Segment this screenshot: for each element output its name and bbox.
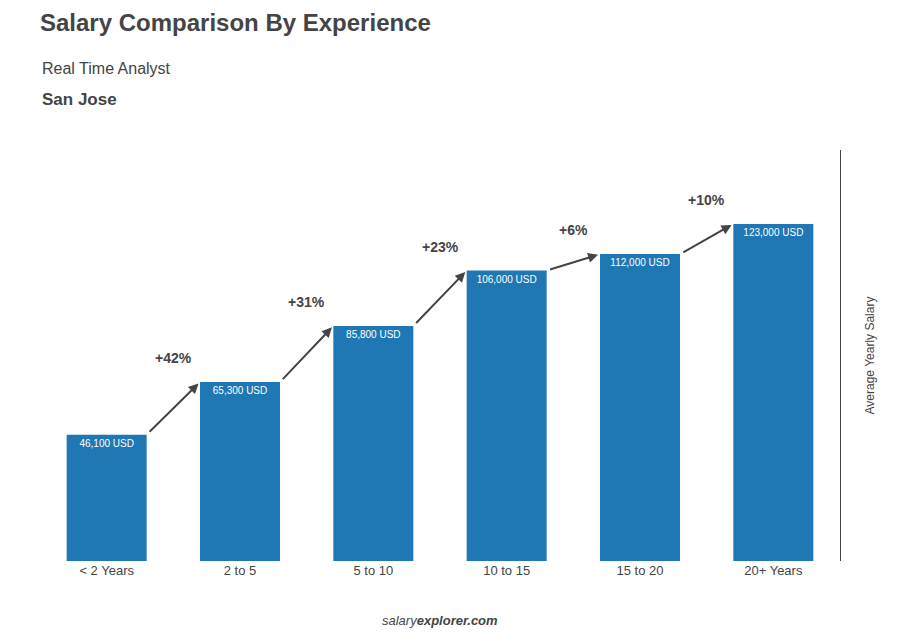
svg-text:106,000 USD: 106,000 USD [477,274,537,285]
svg-text:112,000 USD: 112,000 USD [610,257,669,268]
svg-text:5 to 10: 5 to 10 [353,563,393,578]
svg-text:85,800 USD: 85,800 USD [346,329,400,340]
svg-text:+31%: +31% [288,294,325,310]
svg-text:Salary Comparison By Experienc: Salary Comparison By Experience [40,9,431,36]
svg-text:< 2 Years: < 2 Years [79,563,134,578]
svg-text:2 to 5: 2 to 5 [224,563,257,578]
svg-text:65,300 USD: 65,300 USD [213,385,267,396]
svg-text:15 to 20: 15 to 20 [617,563,664,578]
svg-text:+23%: +23% [422,239,459,255]
svg-text:salaryexplorer.com: salaryexplorer.com [382,613,498,628]
svg-text:+42%: +42% [155,350,192,366]
svg-text:Average Yearly Salary: Average Yearly Salary [863,297,877,415]
svg-text:10 to 15: 10 to 15 [483,563,530,578]
svg-text:+10%: +10% [688,192,725,208]
svg-text:20+ Years: 20+ Years [744,563,803,578]
svg-text:+6%: +6% [559,222,588,238]
svg-text:46,100 USD: 46,100 USD [79,438,133,449]
svg-text:Real Time Analyst: Real Time Analyst [42,60,171,77]
svg-text:San Jose: San Jose [42,90,117,109]
svg-text:123,000 USD: 123,000 USD [743,227,803,238]
